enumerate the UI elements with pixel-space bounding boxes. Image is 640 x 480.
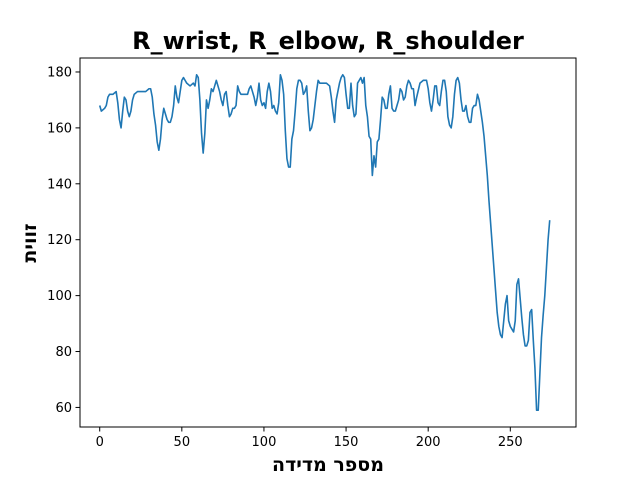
chart-title: R_wrist, R_elbow, R_shoulder — [132, 27, 524, 55]
y-tick-label: 80 — [55, 345, 72, 360]
y-tick-label: 180 — [47, 65, 72, 80]
x-tick-label: 0 — [96, 435, 104, 450]
x-axis-label: מספר מדידה — [272, 454, 384, 476]
series-line-0 — [98, 73, 551, 412]
y-tick-label: 160 — [47, 121, 72, 136]
y-tick-label: 100 — [47, 289, 72, 304]
x-tick-label: 200 — [416, 435, 441, 450]
plot-frame — [79, 57, 577, 428]
y-tick-label: 120 — [47, 233, 72, 248]
plot-area: 0 50 100 150 200 250 60 80 100 120 140 160 180 — [47, 57, 577, 450]
y-axis-label: זווית — [19, 223, 41, 262]
x-tick-label: 250 — [498, 435, 523, 450]
y-tick-label: 140 — [47, 177, 72, 192]
x-tick-label: 150 — [334, 435, 359, 450]
y-tick-label: 60 — [55, 401, 72, 416]
x-tick-label: 50 — [174, 435, 191, 450]
x-tick-label: 100 — [252, 435, 277, 450]
